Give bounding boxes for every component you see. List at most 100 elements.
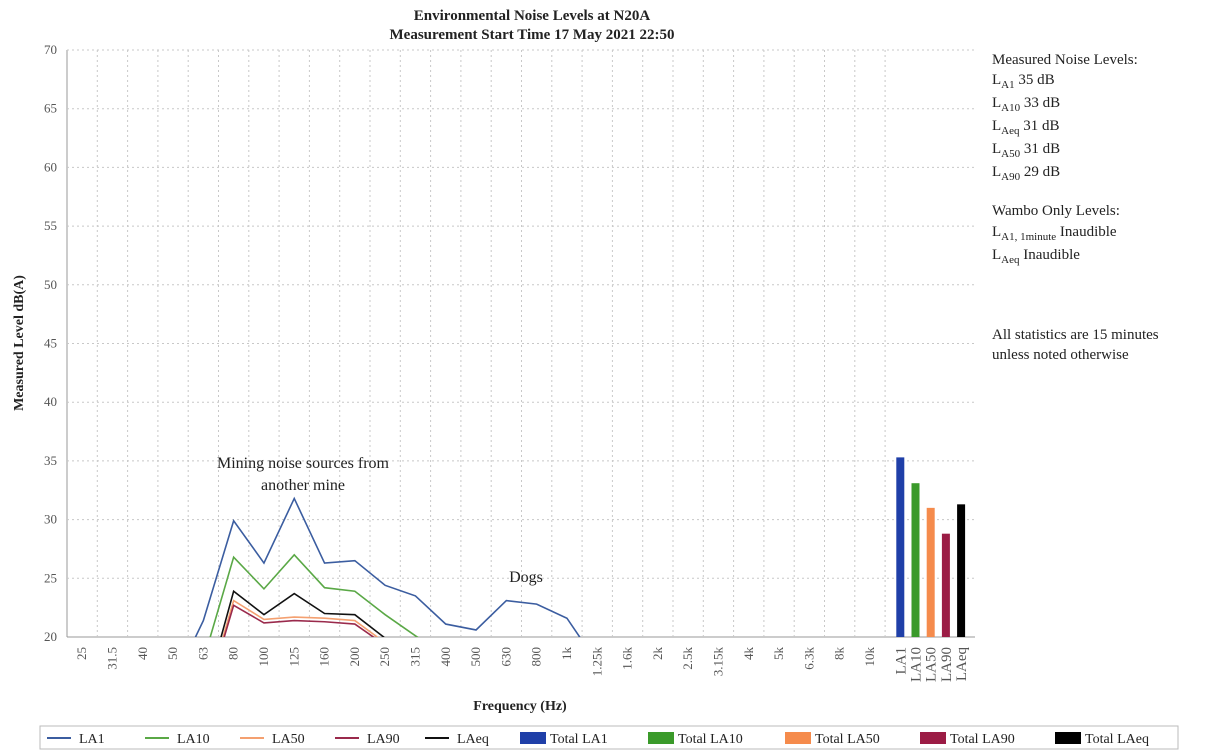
symbol: L — [992, 224, 1001, 240]
legend-label: LA1 — [79, 732, 105, 747]
line-series — [209, 553, 419, 637]
x-tick-label: 800 — [529, 647, 544, 667]
value: 35 dB — [1018, 72, 1054, 88]
symbol: L — [992, 118, 1001, 134]
x-tick-label: 250 — [377, 647, 392, 667]
panel-heading: Measured Noise Levels: — [992, 52, 1138, 68]
subscript: A10 — [1001, 102, 1020, 114]
subscript: A90 — [1001, 171, 1020, 183]
symbol: L — [992, 164, 1001, 180]
legend-swatch — [520, 732, 546, 744]
value: Inaudible — [1023, 247, 1080, 263]
y-tick-label: 40 — [44, 394, 57, 409]
value: 31 dB — [1023, 118, 1059, 134]
legend-label: LAeq — [457, 732, 489, 747]
line-series — [220, 589, 385, 637]
y-tick-label: 70 — [44, 42, 57, 57]
x-tick-label: 63 — [195, 647, 210, 660]
x-tick-label: 4k — [741, 647, 756, 661]
legend-label: Total LA50 — [815, 732, 880, 747]
legend-swatch — [648, 732, 674, 744]
x-tick-label: 125 — [286, 647, 301, 667]
symbol: L — [992, 72, 1001, 88]
y-tick-label: 30 — [44, 512, 57, 527]
bar — [896, 457, 905, 637]
subscript: A50 — [1001, 148, 1020, 160]
bar — [941, 533, 950, 637]
subscript: A1 — [1001, 79, 1014, 91]
x-tick-label: 2.5k — [680, 647, 695, 670]
chart-title: Environmental Noise Levels at N20A — [414, 8, 651, 24]
x-tick-label: LA1 — [893, 647, 909, 675]
legend-swatch — [920, 732, 946, 744]
x-tick-label: 1.25k — [589, 647, 604, 677]
x-tick-label: 1.6k — [620, 647, 635, 670]
subscript: A1, 1minute — [1001, 231, 1056, 243]
x-tick-label: 160 — [317, 647, 332, 667]
x-tick-label: 80 — [226, 647, 241, 660]
symbol: L — [992, 247, 1001, 263]
x-tick-label: 25 — [74, 647, 89, 660]
x-tick-label: LA90 — [939, 647, 955, 682]
legend-label: Total LA90 — [950, 732, 1015, 747]
legend-label: Total LA10 — [678, 732, 743, 747]
panel-heading: Wambo Only Levels: — [992, 203, 1120, 219]
legend-label: LA50 — [272, 732, 305, 747]
y-tick-label: 35 — [44, 453, 57, 468]
x-tick-label: 5k — [771, 647, 786, 661]
subscript: Aeq — [1001, 254, 1020, 266]
x-tick-label: 3.15k — [710, 647, 725, 677]
bar — [957, 504, 966, 637]
panel-item: LA1 35 dB — [992, 72, 1055, 91]
x-tick-label: 40 — [135, 647, 150, 660]
panel-item: LA1, 1minute Inaudible — [992, 224, 1117, 243]
legend-label: Total LAeq — [1085, 732, 1149, 747]
chart-subtitle: Measurement Start Time 17 May 2021 22:50 — [390, 27, 675, 43]
bar — [911, 483, 920, 637]
x-tick-label: 1k — [559, 647, 574, 661]
legend-label: Total LA1 — [550, 732, 608, 747]
x-tick-label: 500 — [468, 647, 483, 667]
legend-label: LA10 — [177, 732, 210, 747]
value: 29 dB — [1024, 164, 1060, 180]
x-tick-label: 31.5 — [104, 647, 119, 670]
plot-area — [194, 496, 581, 637]
annotation: Mining noise sources from — [217, 455, 390, 472]
x-axis-title: Frequency (Hz) — [473, 699, 567, 714]
x-tick-label: LA10 — [909, 647, 925, 682]
x-tick-label: LA50 — [924, 647, 940, 682]
x-tick-label: 100 — [256, 647, 271, 667]
y-tick-label: 25 — [44, 570, 57, 585]
panel-item: LAeq Inaudible — [992, 247, 1080, 266]
bar — [926, 507, 935, 637]
y-axis-title: Measured Level dB(A) — [12, 275, 27, 411]
panel-item: LA10 33 dB — [992, 95, 1060, 114]
x-tick-label: 200 — [347, 647, 362, 667]
line-series — [194, 496, 581, 637]
value: 31 dB — [1024, 141, 1060, 157]
subscript: Aeq — [1001, 125, 1020, 137]
symbol: L — [992, 95, 1001, 111]
symbol: L — [992, 141, 1001, 157]
legend-label: LA90 — [367, 732, 400, 747]
x-tick-label: 10k — [862, 647, 877, 667]
legend-swatch — [785, 732, 811, 744]
line-series — [223, 604, 375, 637]
panel-item: LA50 31 dB — [992, 141, 1060, 160]
y-tick-label: 50 — [44, 277, 57, 292]
panel-item: LAeq 31 dB — [992, 118, 1060, 137]
y-tick-label: 45 — [44, 336, 57, 351]
x-tick-label: 315 — [407, 647, 422, 667]
value: 33 dB — [1024, 95, 1060, 111]
x-tick-label: 8k — [832, 647, 847, 661]
x-tick-label: 50 — [165, 647, 180, 660]
value: Inaudible — [1060, 224, 1117, 240]
legend-swatch — [1055, 732, 1081, 744]
y-tick-label: 65 — [44, 101, 57, 116]
line-series — [222, 599, 379, 637]
x-tick-label: 6.3k — [801, 647, 816, 670]
legend-frame — [39, 725, 1179, 750]
panel-item: LA90 29 dB — [992, 164, 1060, 183]
x-tick-label: 630 — [498, 647, 513, 667]
